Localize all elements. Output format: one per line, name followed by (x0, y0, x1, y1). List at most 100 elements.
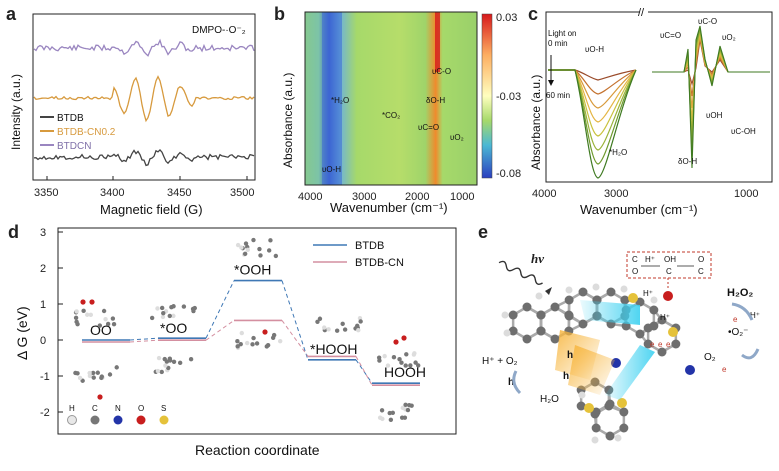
hv-label: hν (531, 251, 544, 266)
ir-trace-left (548, 69, 637, 137)
atom (397, 356, 402, 362)
atom (408, 363, 413, 368)
atom (111, 321, 117, 327)
atom (379, 408, 385, 413)
legend-label-btdcn: BTDCN (57, 141, 91, 152)
oxygen-atom (89, 299, 95, 305)
panel-e: e hν C O H⁺ OH C O C H₂O₂ H⁺ •O₂⁻ O₂ H⁺ … (478, 222, 760, 444)
atom (376, 355, 382, 360)
atom (268, 238, 273, 243)
panel-b-xlabel: Wavenumber (cm⁻¹) (330, 200, 448, 215)
atom (266, 248, 272, 253)
ir-trace-left (548, 69, 637, 165)
atom (163, 363, 168, 368)
atom (171, 313, 176, 319)
atom (405, 407, 411, 413)
carbon-atom (671, 339, 681, 349)
atom (239, 245, 244, 250)
atom (238, 341, 243, 347)
label-o2-right: O₂ (704, 352, 716, 363)
sulfur-atom (584, 403, 594, 413)
panel-c: c // Absorbance (a.u.) Wavenumber (cm⁻¹)… (528, 4, 773, 217)
atom (270, 335, 276, 340)
atom (149, 315, 155, 321)
oxygen-atom (80, 299, 86, 305)
ir-trace-left (548, 69, 637, 95)
panel-c-frame (545, 11, 773, 183)
carbon-atom (657, 347, 667, 357)
electron-beam-1 (580, 300, 640, 325)
panel-b-oh-band (322, 12, 342, 185)
annot-c-voh2: υOH (706, 111, 723, 120)
inset-c3: C (698, 267, 704, 276)
carbon-atom (649, 305, 659, 315)
panel-letter-b: b (274, 4, 285, 24)
atom (105, 321, 111, 327)
atom (334, 328, 340, 333)
atom (317, 316, 323, 321)
sulfur-atom (617, 398, 627, 408)
panel-d: d Δ G (eV) Reaction coordinate 3210-1-2 … (8, 222, 457, 458)
annot-b-doh: δO-H (426, 96, 445, 105)
connector-btdb (129, 337, 159, 341)
carbon-atom (578, 287, 588, 297)
panel-a: a Intensity (a.u.) Magnetic field (G) 33… (6, 4, 256, 217)
ir-trace-left (548, 69, 637, 179)
atom (74, 319, 79, 325)
carbon-atom (550, 334, 560, 344)
atom (91, 375, 96, 380)
annot-c-h2o: *H₂O (609, 148, 627, 157)
atom (101, 308, 107, 314)
atom (250, 342, 255, 347)
atom (243, 241, 249, 246)
ytick-label: -1 (40, 371, 50, 383)
atom-o-icon (136, 415, 146, 425)
series-btdb-trace (33, 148, 255, 167)
ytick-label: 1 (40, 299, 46, 311)
oxygen-atom (262, 329, 268, 335)
panel-c-xtick-1: 3000 (604, 188, 628, 200)
carbon-atom (619, 423, 629, 433)
atom (315, 319, 320, 324)
panel-b-frame (304, 11, 478, 186)
atom (342, 327, 348, 332)
panel-d-molecule-drawings (73, 237, 421, 423)
carbon-atom (657, 315, 667, 325)
label-e-4: e (733, 315, 738, 324)
atom (242, 251, 248, 257)
atom (114, 365, 119, 370)
connector-btdb-cn (355, 356, 373, 386)
atom (403, 402, 408, 407)
ir-trace-right (652, 37, 770, 97)
atom (404, 352, 409, 357)
annot-c-doh: δO-H (678, 157, 697, 166)
panel-a-frame (32, 13, 256, 181)
carbon-atom (643, 323, 653, 333)
annot-b-c-eq-o: υC=O (418, 123, 439, 132)
ir-trace-left (548, 69, 637, 81)
label-hplus-o2: H⁺ + O₂ (482, 356, 518, 367)
panel-b-xtick-0: 4000 (298, 191, 322, 203)
panel-d-plot: OO *OO *OOH *HOOH HOOH (82, 262, 426, 387)
connector-btdb (281, 280, 309, 360)
atom (167, 313, 172, 319)
panel-letter-d: d (8, 222, 19, 242)
panel-b: b 0.03 -0.03 -0.08 Absorbance (a.u.) Wav… (274, 4, 521, 215)
annot-c-voh: υO-H (585, 45, 604, 54)
ir-trace-left (548, 69, 637, 109)
inset-o2: O (698, 255, 704, 264)
carbon-atom (620, 295, 630, 305)
atom (80, 378, 85, 383)
atom (244, 340, 250, 346)
atom-h-icon (67, 415, 77, 425)
atom (355, 323, 360, 328)
arrow-to-h2o2 (731, 302, 754, 321)
legend-label-btdb: BTDB (57, 113, 84, 124)
panel-a-xlabel: Magnetic field (G) (100, 202, 203, 217)
hydrogen-atom (614, 434, 622, 442)
panel-a-annotation: DMPO-·O⁻₂ (192, 25, 246, 36)
connector-btdb-cn (281, 320, 309, 357)
atom (171, 304, 176, 309)
panel-d-yticks: 3 2 1 0 -1 -2 (40, 227, 63, 419)
sulfur-atom (628, 293, 638, 303)
